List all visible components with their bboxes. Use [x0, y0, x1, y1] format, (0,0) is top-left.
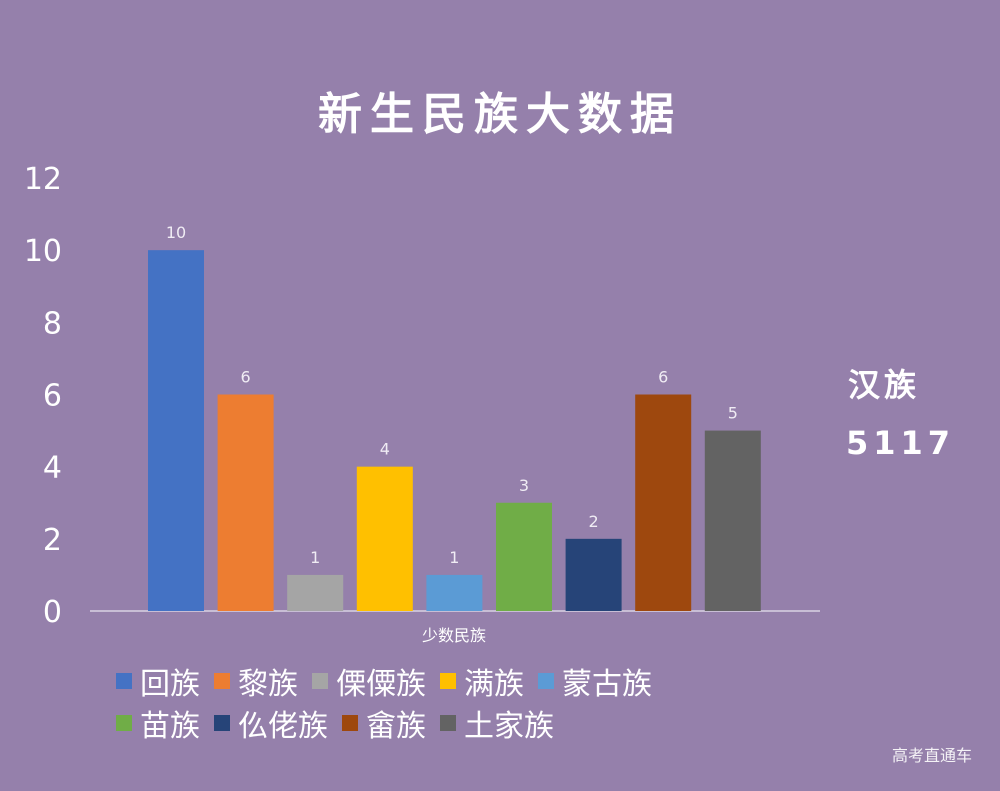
bar [635, 394, 692, 611]
data-label: 4 [380, 440, 390, 459]
legend-label: 傈僳族 [336, 667, 426, 702]
data-label: 1 [310, 548, 320, 567]
legend-swatch [440, 673, 456, 689]
legend-label: 满族 [464, 667, 524, 702]
data-label: 5 [728, 404, 738, 423]
legend-item: 畲族 [342, 701, 426, 745]
legend-label: 黎族 [238, 667, 298, 702]
legend-item: 回族 [116, 659, 200, 703]
han-value: 5117 [846, 424, 956, 462]
legend-swatch [312, 673, 328, 689]
data-label: 3 [519, 476, 529, 495]
legend-item: 蒙古族 [538, 659, 652, 703]
han-label: 汉族 [848, 366, 921, 404]
data-label: 6 [658, 368, 668, 387]
legend: 回族 黎族 傈僳族 满族 蒙古族苗族 仫佬族 畲族 土家族 [116, 660, 816, 744]
legend-item: 土家族 [440, 701, 554, 745]
bar-chart: 0 2 4 6 8 10 12 10 6 1 4 1 3 2 6 5 少数民族 [24, 162, 820, 645]
data-label: 1 [449, 548, 459, 567]
legend-label: 土家族 [464, 709, 554, 744]
bar [217, 394, 274, 611]
legend-item: 傈僳族 [312, 659, 426, 703]
legend-swatch [440, 715, 456, 731]
legend-swatch [214, 715, 230, 731]
legend-label: 回族 [140, 667, 200, 702]
legend-item: 满族 [440, 659, 524, 703]
bar [704, 430, 761, 611]
y-tick-label: 6 [43, 379, 62, 414]
bar [426, 574, 483, 611]
legend-row: 回族 黎族 傈僳族 满族 蒙古族 [116, 660, 816, 702]
legend-label: 蒙古族 [562, 667, 652, 702]
y-tick-label: 8 [43, 306, 62, 341]
legend-item: 苗族 [116, 701, 200, 745]
legend-label: 苗族 [140, 709, 200, 744]
bar [565, 538, 622, 611]
bar [356, 466, 413, 611]
legend-swatch [342, 715, 358, 731]
y-tick-label: 12 [24, 162, 62, 197]
bar [148, 250, 204, 611]
data-label: 10 [166, 223, 186, 242]
legend-row: 苗族 仫佬族 畲族 土家族 [116, 702, 816, 744]
x-axis-label: 少数民族 [422, 626, 486, 645]
legend-label: 仫佬族 [238, 709, 328, 744]
legend-swatch [214, 673, 230, 689]
legend-swatch [538, 673, 554, 689]
bar [496, 502, 552, 611]
y-tick-label: 10 [24, 234, 62, 269]
y-tick-label: 2 [43, 523, 62, 558]
legend-swatch [116, 715, 132, 731]
chart-title: 新生民族大数据 [318, 89, 682, 140]
bar [287, 574, 344, 611]
data-label: 2 [589, 512, 599, 531]
y-tick-label: 4 [43, 451, 62, 486]
watermark: 高考直通车 [891, 746, 972, 765]
legend-item: 黎族 [214, 659, 298, 703]
legend-item: 仫佬族 [214, 701, 328, 745]
data-label: 6 [241, 368, 251, 387]
legend-label: 畲族 [366, 709, 426, 744]
y-tick-label: 0 [43, 595, 62, 630]
legend-swatch [116, 673, 132, 689]
